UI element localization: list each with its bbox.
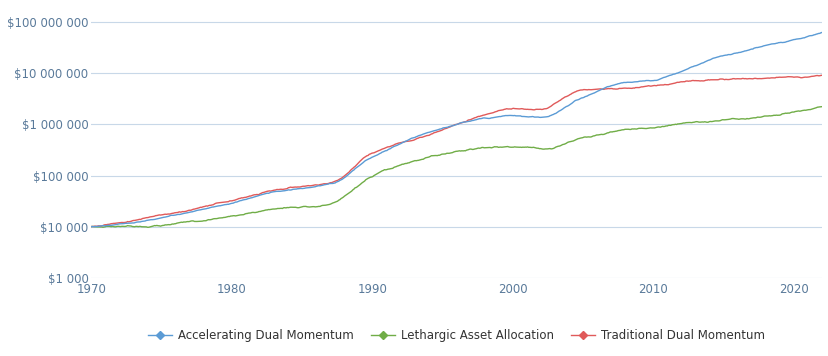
- Legend: Accelerating Dual Momentum, Lethargic Asset Allocation, Traditional Dual Momentu: Accelerating Dual Momentum, Lethargic As…: [143, 324, 768, 347]
